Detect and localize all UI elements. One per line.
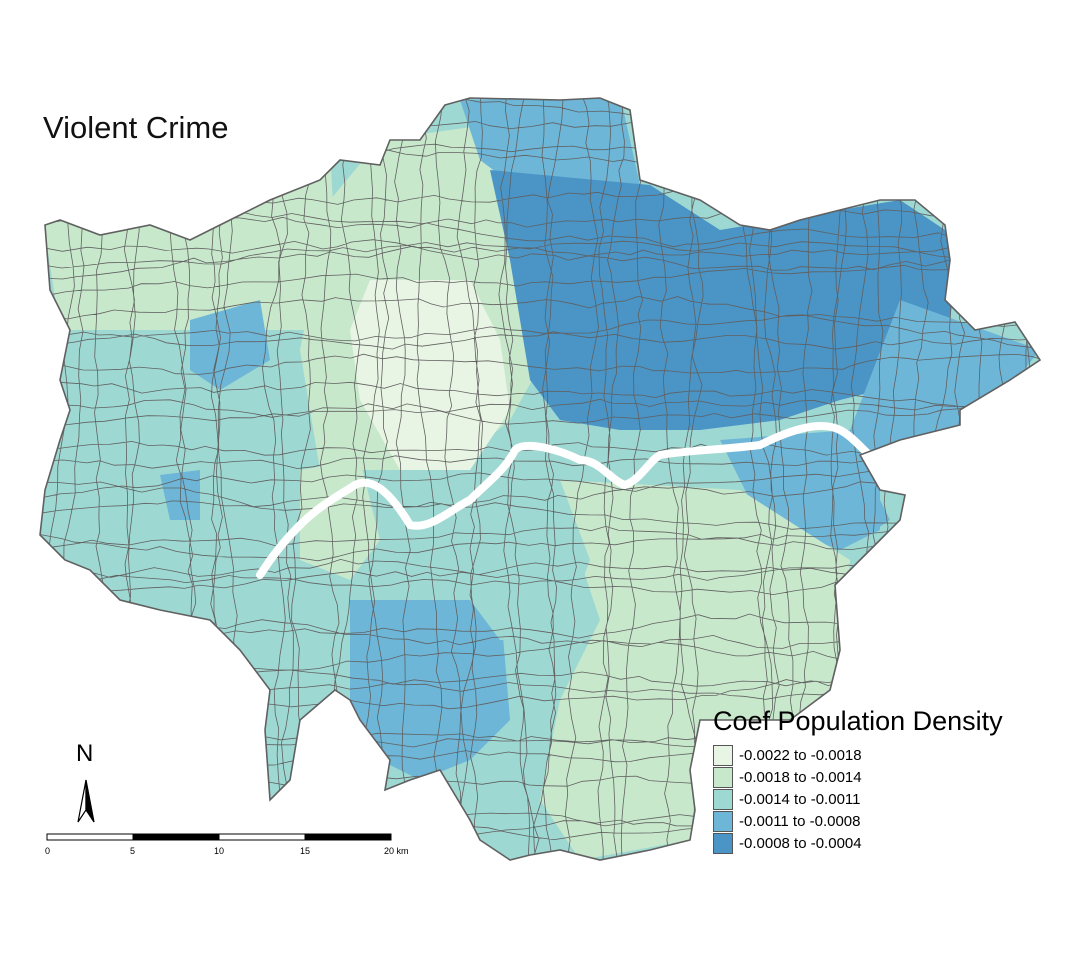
- legend-label: -0.0018 to -0.0014: [739, 768, 862, 786]
- legend-label: -0.0014 to -0.0011: [739, 790, 861, 808]
- scale-bar: 0 5 10 15 20 km: [45, 832, 416, 862]
- scale-tick-15: 15: [300, 846, 311, 856]
- legend: Coef Population Density -0.0022 to -0.00…: [713, 706, 1043, 854]
- map-region: [350, 600, 510, 780]
- legend-swatch: [713, 766, 733, 788]
- map-region: [490, 170, 960, 430]
- legend-swatch: [713, 744, 733, 766]
- scale-tick-0: 0: [45, 846, 51, 856]
- map-region: [470, 480, 590, 640]
- north-arrow-icon: [77, 779, 95, 823]
- legend-title: Coef Population Density: [713, 706, 1003, 736]
- legend-label: -0.0011 to -0.0008: [739, 812, 861, 830]
- river-thames: [256, 421, 904, 579]
- legend-swatch: [713, 810, 733, 832]
- map-title: Violent Crime: [43, 110, 229, 145]
- scale-tick-5: 5: [130, 846, 136, 856]
- map-region: [350, 280, 510, 470]
- legend-item: -0.0014 to -0.0011: [713, 788, 1043, 810]
- london-boundary: [39, 97, 1042, 861]
- legend-item: -0.0022 to -0.0018: [713, 744, 1043, 766]
- legend-swatch: [713, 788, 733, 810]
- scale-tick-10: 10: [214, 846, 225, 856]
- legend-label: -0.0008 to -0.0004: [739, 834, 862, 852]
- map-region: [300, 460, 380, 580]
- map-region: [840, 300, 1040, 540]
- ward-border-mesh: [40, 98, 1040, 860]
- ward-borders: [40, 98, 1040, 860]
- scale-tick-20: 20 km: [384, 846, 409, 856]
- legend-item: -0.0018 to -0.0014: [713, 766, 1043, 788]
- north-arrow: N: [70, 740, 106, 830]
- legend-item: -0.0011 to -0.0008: [713, 810, 1043, 832]
- scale-bar-graphic: [46, 833, 392, 841]
- north-label: N: [76, 740, 94, 767]
- legend-swatch: [713, 832, 733, 854]
- legend-label: -0.0022 to -0.0018: [739, 746, 862, 764]
- legend-item: -0.0008 to -0.0004: [713, 832, 1043, 854]
- map-region: [190, 300, 270, 390]
